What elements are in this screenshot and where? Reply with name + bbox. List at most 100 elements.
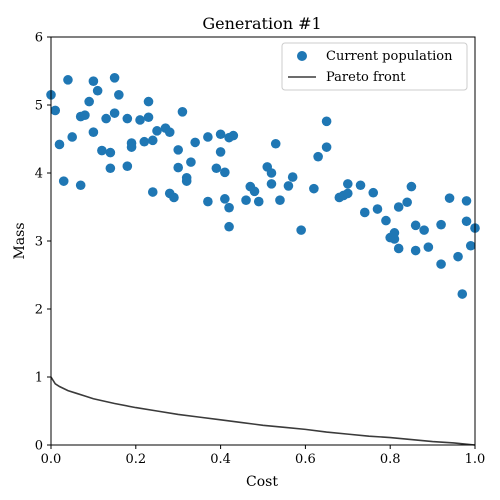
population-point-14 [101, 114, 111, 124]
y-tick-label: 3 [35, 235, 43, 250]
population-point-40 [186, 157, 196, 167]
population-point-90 [436, 259, 446, 269]
population-point-58 [267, 168, 277, 178]
y-tick-label: 1 [35, 371, 43, 386]
x-tick-label: 0.2 [125, 452, 146, 467]
population-point-84 [407, 182, 417, 192]
population-point-60 [271, 139, 281, 149]
y-tick-label: 6 [35, 31, 43, 46]
population-point-66 [313, 152, 323, 162]
population-point-77 [381, 216, 391, 226]
population-point-9 [84, 97, 94, 107]
population-point-11 [89, 127, 99, 137]
population-point-25 [139, 137, 149, 147]
population-point-46 [216, 129, 226, 139]
population-point-86 [411, 246, 421, 256]
legend-label-population: Current population [326, 49, 453, 64]
legend-marker-population [297, 51, 307, 61]
population-point-18 [110, 108, 120, 118]
population-point-94 [462, 216, 472, 226]
population-point-62 [284, 181, 294, 191]
legend-label-pareto: Pareto front [326, 70, 406, 85]
population-point-26 [144, 97, 154, 107]
population-point-41 [190, 138, 200, 148]
population-point-37 [178, 107, 188, 117]
population-point-32 [165, 127, 175, 137]
legend: Current population Pareto front [282, 43, 467, 90]
population-point-96 [466, 241, 476, 251]
x-tick-label: 0.0 [41, 452, 62, 467]
population-point-61 [275, 195, 285, 205]
population-point-19 [114, 90, 124, 100]
x-tick-label: 1.0 [465, 452, 486, 467]
population-point-29 [148, 136, 158, 146]
population-point-89 [436, 220, 446, 230]
x-tick-label: 0.4 [210, 452, 231, 467]
population-point-42 [203, 132, 213, 142]
population-point-91 [445, 193, 455, 203]
population-point-72 [343, 179, 353, 189]
population-point-10 [89, 76, 99, 86]
y-tick-label: 0 [35, 439, 43, 454]
population-point-16 [106, 163, 116, 173]
population-point-13 [97, 146, 107, 156]
y-axis-label: Mass [12, 222, 28, 259]
population-point-85 [411, 221, 421, 231]
population-point-24 [135, 115, 145, 125]
population-point-17 [110, 73, 120, 83]
x-axis-label: Cost [246, 474, 278, 490]
population-point-64 [296, 225, 306, 235]
population-point-52 [229, 131, 239, 141]
population-point-34 [169, 193, 179, 203]
population-point-8 [80, 110, 90, 120]
population-point-12 [93, 86, 103, 96]
x-tick-label: 0.8 [380, 452, 401, 467]
population-point-67 [322, 117, 332, 127]
population-point-45 [216, 147, 226, 157]
population-point-20 [123, 161, 133, 171]
plot-frame [51, 37, 475, 445]
population-point-65 [309, 184, 319, 194]
population-point-51 [224, 222, 234, 232]
y-tick-label: 4 [35, 167, 43, 182]
population-point-92 [453, 252, 463, 262]
population-point-76 [373, 204, 383, 214]
population-point-30 [152, 126, 162, 136]
population-point-55 [250, 187, 260, 197]
population-point-7 [76, 180, 86, 190]
population-point-47 [220, 168, 230, 178]
y-tick-label: 5 [35, 99, 43, 114]
population-point-36 [173, 145, 183, 155]
population-point-44 [212, 163, 222, 173]
population-point-68 [322, 142, 332, 152]
population-point-3 [59, 176, 69, 186]
population-point-48 [220, 194, 230, 204]
population-point-56 [254, 197, 264, 207]
population-point-59 [267, 179, 277, 189]
population-point-23 [127, 142, 137, 152]
population-point-28 [148, 187, 158, 197]
population-point-73 [356, 180, 366, 190]
population-point-2 [55, 140, 65, 150]
x-tick-label: 0.6 [295, 452, 316, 467]
population-point-15 [106, 148, 116, 158]
population-point-88 [424, 242, 434, 252]
pareto-front-line [51, 377, 475, 445]
population-point-82 [394, 202, 404, 212]
population-point-74 [360, 208, 370, 218]
y-tick-label: 2 [35, 303, 43, 318]
population-point-95 [462, 196, 472, 206]
population-point-75 [368, 188, 378, 198]
population-point-39 [182, 176, 192, 186]
population-point-1 [50, 106, 60, 116]
population-point-4 [63, 75, 73, 85]
population-point-71 [343, 189, 353, 199]
population-point-5 [67, 132, 77, 142]
plot-area: 0.0 0.2 0.4 0.6 0.8 1.0 0 1 2 3 4 5 6 [35, 31, 486, 468]
population-point-93 [457, 289, 467, 299]
population-point-50 [224, 203, 234, 213]
population-point-83 [402, 197, 412, 207]
population-point-43 [203, 197, 213, 207]
chart-title: Generation #1 [202, 14, 321, 33]
